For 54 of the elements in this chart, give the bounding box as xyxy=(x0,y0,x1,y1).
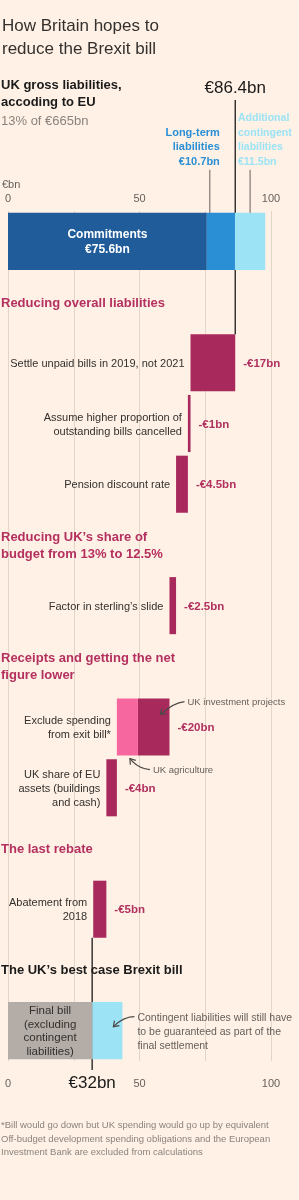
data-label: -€17bn xyxy=(243,356,281,369)
y-tick-label: Factor in sterling’s slide xyxy=(48,599,164,612)
y-tick-label: Abatement from 2018 xyxy=(8,896,88,923)
x2-tick-label: 0 xyxy=(4,1076,12,1089)
chart-title: How Britain hopes to reduce the Brexit bill xyxy=(2,16,159,58)
y-tick-label: Exclude spending from exit bill* xyxy=(24,714,112,741)
data-label: -€2.5bn xyxy=(184,599,225,612)
x-tick-label: 50 xyxy=(133,191,146,204)
ref-line-label: €32bn xyxy=(68,1073,116,1092)
data-label: €10.7bn xyxy=(178,154,221,167)
annotation: Contingent liabilities will still have to be guaranteed as part of the final settlement xyxy=(137,1010,293,1051)
annotation: -€20bn xyxy=(177,721,215,734)
y-tick-label: Settle unpaid bills in 2019, not 2021 xyxy=(10,356,185,369)
chart-subtitle: UK gross liabilities, accoding to EU xyxy=(1,77,122,109)
bar xyxy=(187,394,191,453)
text: 13% of €665bn xyxy=(1,113,89,128)
bar xyxy=(137,698,170,756)
bar xyxy=(206,212,235,270)
bar xyxy=(176,455,188,513)
bar xyxy=(106,759,117,817)
bar xyxy=(190,334,236,392)
text: Additional contingent liabilities xyxy=(237,111,293,153)
data-label: -€4.5bn xyxy=(195,478,237,491)
data-label: -€4bn xyxy=(124,781,156,794)
y-tick-label: UK share of EU assets (buildings and cash) xyxy=(18,767,101,808)
bar xyxy=(8,212,207,270)
x-tick-label: 0 xyxy=(4,191,12,204)
text: *Bill would go down but UK spending would go up by equivalent xyxy=(1,1119,270,1131)
data-label: €75.6bn xyxy=(85,241,130,256)
bar xyxy=(234,212,266,270)
bar xyxy=(93,880,107,938)
data-label: -€5bn xyxy=(114,903,146,916)
ref-line-label: €86.4bn xyxy=(204,78,266,97)
x2-axis-title: €bn xyxy=(2,178,21,190)
x-tick-label: 100 xyxy=(261,191,281,204)
data-label: €11.5bn xyxy=(237,154,277,167)
text: Off-budget development spending obligations and the European Investment Bank are excluded from calculations xyxy=(1,1132,271,1158)
bar xyxy=(116,698,138,756)
series-label: Final bill (excluding contingent liabilities) xyxy=(23,1004,78,1057)
y-tick-label: Pension discount rate xyxy=(64,478,171,491)
annotation: The last rebate xyxy=(1,841,93,856)
annotation: Reducing UK’s share of budget from 13% to 12.5% xyxy=(1,528,164,561)
x2-tick-label: 50 xyxy=(133,1076,146,1089)
annotation: Receipts and getting the net figure lower xyxy=(1,650,176,683)
y-tick-label: Assume higher proportion of outstanding bills cancelled xyxy=(43,410,183,437)
text: Long-term liabilities xyxy=(165,125,221,153)
data-label: -€1bn xyxy=(198,417,230,430)
bar xyxy=(169,577,177,635)
series-label: UK agriculture xyxy=(152,764,214,776)
series-label: UK investment projects xyxy=(187,696,286,708)
annotation: Reducing overall liabilities xyxy=(1,294,165,310)
bar xyxy=(92,1002,123,1060)
x2-tick-label: 100 xyxy=(261,1076,281,1089)
series-label: Commitments xyxy=(67,226,148,241)
